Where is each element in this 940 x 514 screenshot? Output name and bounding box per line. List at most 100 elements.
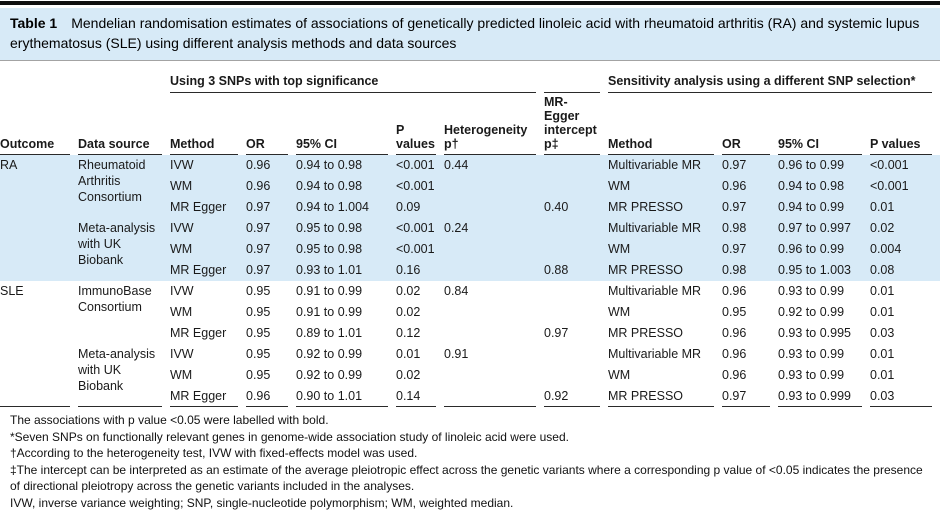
cell-egger-p xyxy=(544,281,608,302)
cell-method: MR Egger xyxy=(170,386,246,407)
cell-or: 0.96 xyxy=(246,176,296,197)
cell-s-p: 0.03 xyxy=(870,386,940,407)
column-header-p-values: P values xyxy=(396,93,444,155)
group-header-egger-segment xyxy=(544,63,608,93)
cell-data-source: Meta-analysis with UK Biobank xyxy=(78,218,170,281)
cell-egger-p xyxy=(544,302,608,323)
caption-under-rule xyxy=(0,60,940,61)
cell-egger-p: 0.97 xyxy=(544,326,569,340)
cell-s-or: 0.98 xyxy=(722,260,778,281)
cell-s-or: 0.97 xyxy=(722,386,778,407)
cell-s-ci: 0.93 to 0.999 xyxy=(778,386,870,407)
cell-s-or: 0.97 xyxy=(722,239,778,260)
cell-p: 0.02 xyxy=(396,305,421,319)
table-row: MR Egger 0.97 0.93 to 1.01 0.16 0.88 MR … xyxy=(0,260,940,281)
cell-data-source: ImmunoBase Consortium xyxy=(78,284,152,314)
cell-s-p: 0.02 xyxy=(870,218,940,239)
table-row: MR Egger 0.96 0.90 to 1.01 0.14 0.92 MR … xyxy=(0,386,940,407)
cell-s-p: 0.004 xyxy=(870,239,940,260)
cell-s-ci: 0.93 to 0.995 xyxy=(778,326,851,340)
cell-egger-p xyxy=(544,155,608,176)
cell-egger-p xyxy=(544,176,608,197)
cell-p: 0.14 xyxy=(396,386,444,407)
footnote-heterogeneity: †According to the heterogeneity test, IV… xyxy=(10,446,418,460)
cell-egger-p xyxy=(544,344,608,365)
cell-s-method: WM xyxy=(608,176,722,197)
cell-p: <0.001 xyxy=(396,176,444,197)
cell-ci: 0.93 to 1.01 xyxy=(296,260,396,281)
cell-s-or: 0.97 xyxy=(722,155,778,176)
cell-or: 0.95 xyxy=(246,368,271,382)
column-header-or: OR xyxy=(246,93,296,155)
cell-egger-p xyxy=(544,365,608,386)
cell-s-method: Multivariable MR xyxy=(608,347,702,361)
cell-ci: 0.92 to 0.99 xyxy=(296,368,363,382)
table-top-rule xyxy=(0,1,940,5)
cell-method: IVW xyxy=(170,218,246,239)
footnote-abbreviations: IVW, inverse variance weighting; SNP, si… xyxy=(10,495,514,510)
cell-s-method: MR PRESSO xyxy=(608,326,684,340)
column-header-sensitivity-or: OR xyxy=(722,93,778,155)
cell-s-p: <0.001 xyxy=(870,176,940,197)
cell-s-method: Multivariable MR xyxy=(608,218,722,239)
cell-method: IVW xyxy=(170,347,194,361)
cell-egger-p xyxy=(544,218,608,239)
cell-egger-p xyxy=(544,239,608,260)
cell-s-method: MR PRESSO xyxy=(608,260,722,281)
column-header-outcome: Outcome xyxy=(0,93,78,155)
column-header-method: Method xyxy=(170,93,246,155)
cell-s-method: WM xyxy=(608,305,631,319)
cell-s-ci: 0.93 to 0.99 xyxy=(778,368,845,382)
cell-method: MR Egger xyxy=(170,260,246,281)
column-header-row: Outcome Data source Method OR 95% CI P v… xyxy=(0,93,940,155)
cell-ci: 0.89 to 1.01 xyxy=(296,326,363,340)
cell-s-or: 0.96 xyxy=(722,347,747,361)
footnote-intercept: ‡The intercept can be interpreted as an … xyxy=(10,462,923,494)
column-header-ci: 95% CI xyxy=(296,93,396,155)
cell-s-ci: 0.96 to 0.99 xyxy=(778,239,870,260)
cell-ci: 0.91 to 0.99 xyxy=(296,305,363,319)
cell-s-p: 0.03 xyxy=(870,326,895,340)
group-header-sensitivity-analysis: Sensitivity analysis using a different S… xyxy=(608,63,940,93)
table-row: Meta-analysis with UK Biobank IVW 0.95 0… xyxy=(0,344,940,407)
footnote-snp-selection: *Seven SNPs on functionally relevant gen… xyxy=(10,429,569,444)
cell-s-method: Multivariable MR xyxy=(608,155,722,176)
table-row: Meta-analysis with UK Biobank IVW 0.97 0… xyxy=(0,218,940,281)
cell-method: WM xyxy=(170,176,246,197)
table-label: Table 1 xyxy=(10,15,58,31)
cell-or: 0.97 xyxy=(246,197,296,218)
column-header-sensitivity-p-values: P values xyxy=(870,93,940,155)
cell-p: <0.001 xyxy=(396,155,444,176)
group-header-row: Using 3 SNPs with top significance Sensi… xyxy=(0,63,940,93)
cell-p: 0.02 xyxy=(396,284,421,298)
cell-s-method: MR PRESSO xyxy=(608,386,722,407)
cell-het-p xyxy=(444,260,544,281)
cell-ci: 0.94 to 0.98 xyxy=(296,155,396,176)
footnote-bold-note: The associations with p value <0.05 were… xyxy=(10,413,329,427)
cell-het-p: 0.91 xyxy=(444,347,469,361)
column-header-sensitivity-method: Method xyxy=(608,93,722,155)
cell-s-or: 0.97 xyxy=(722,197,778,218)
mr-estimates-table: Using 3 SNPs with top significance Sensi… xyxy=(0,63,940,407)
table-footnotes: The associations with p value <0.05 were… xyxy=(0,407,940,514)
cell-het-p xyxy=(444,176,544,197)
cell-s-p: 0.01 xyxy=(870,197,940,218)
cell-method: MR Egger xyxy=(170,197,246,218)
table-row: WM 0.95 0.91 to 0.99 0.02 WM 0.95 0.92 t… xyxy=(0,302,940,323)
cell-or: 0.95 xyxy=(246,326,271,340)
cell-het-p: 0.44 xyxy=(444,155,544,176)
cell-s-method: WM xyxy=(608,239,722,260)
cell-s-p: <0.001 xyxy=(870,155,940,176)
table-row: MR Egger 0.97 0.94 to 1.004 0.09 0.40 MR… xyxy=(0,197,940,218)
cell-het-p xyxy=(444,365,544,386)
cell-s-or: 0.96 xyxy=(722,368,747,382)
cell-s-or: 0.96 xyxy=(722,284,747,298)
cell-or: 0.96 xyxy=(246,386,296,407)
cell-or: 0.97 xyxy=(246,218,296,239)
cell-het-p: 0.24 xyxy=(444,218,544,239)
cell-or: 0.96 xyxy=(246,155,296,176)
cell-ci: 0.91 to 0.99 xyxy=(296,284,363,298)
cell-p: 0.12 xyxy=(396,326,421,340)
cell-s-ci: 0.96 to 0.99 xyxy=(778,155,870,176)
